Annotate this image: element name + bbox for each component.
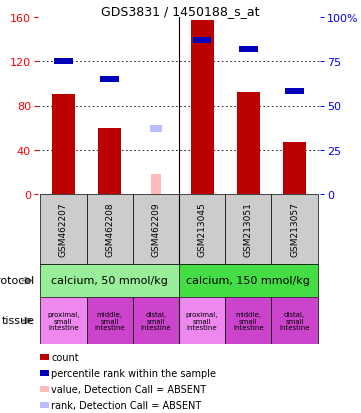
Bar [133,195,179,264]
Text: calcium, 150 mmol/kg: calcium, 150 mmol/kg [186,276,310,286]
Text: protocol: protocol [0,276,34,286]
Bar [179,264,318,297]
Bar [225,297,271,344]
Text: middle,
small
intestine: middle, small intestine [94,311,125,331]
Text: percentile rank within the sample: percentile rank within the sample [51,368,216,378]
Bar [151,175,161,195]
Bar [100,77,119,83]
Text: proximal,
small
intestine: proximal, small intestine [186,311,218,331]
Text: distal,
small
intestine: distal, small intestine [140,311,171,331]
Bar [87,195,133,264]
Text: GSM213045: GSM213045 [197,202,206,257]
Bar [150,126,162,132]
Bar [40,297,87,344]
Bar [193,38,211,44]
Bar [285,89,304,95]
Bar [52,95,75,195]
Bar [40,195,87,264]
Bar [283,142,306,195]
Text: GSM213051: GSM213051 [244,202,253,257]
Text: distal,
small
intestine: distal, small intestine [279,311,310,331]
Bar [133,297,179,344]
Text: GSM462209: GSM462209 [151,202,160,257]
Text: middle,
small
intestine: middle, small intestine [233,311,264,331]
Text: rank, Detection Call = ABSENT: rank, Detection Call = ABSENT [51,400,201,410]
Text: value, Detection Call = ABSENT: value, Detection Call = ABSENT [51,384,206,394]
Bar [237,93,260,195]
Text: GSM462208: GSM462208 [105,202,114,257]
Text: GSM462207: GSM462207 [59,202,68,257]
Bar [225,195,271,264]
Bar [271,297,318,344]
Bar [54,59,73,65]
Bar [40,264,179,297]
Text: tissue: tissue [1,316,34,326]
Text: calcium, 50 mmol/kg: calcium, 50 mmol/kg [51,276,168,286]
Bar [98,128,121,195]
Bar [179,195,225,264]
Bar [271,195,318,264]
Bar [87,297,133,344]
Bar [239,47,258,53]
Bar [191,21,214,195]
Text: GDS3831 / 1450188_s_at: GDS3831 / 1450188_s_at [101,5,260,18]
Text: count: count [51,352,79,362]
Text: GSM213057: GSM213057 [290,202,299,257]
Bar [179,297,225,344]
Text: proximal,
small
intestine: proximal, small intestine [47,311,80,331]
